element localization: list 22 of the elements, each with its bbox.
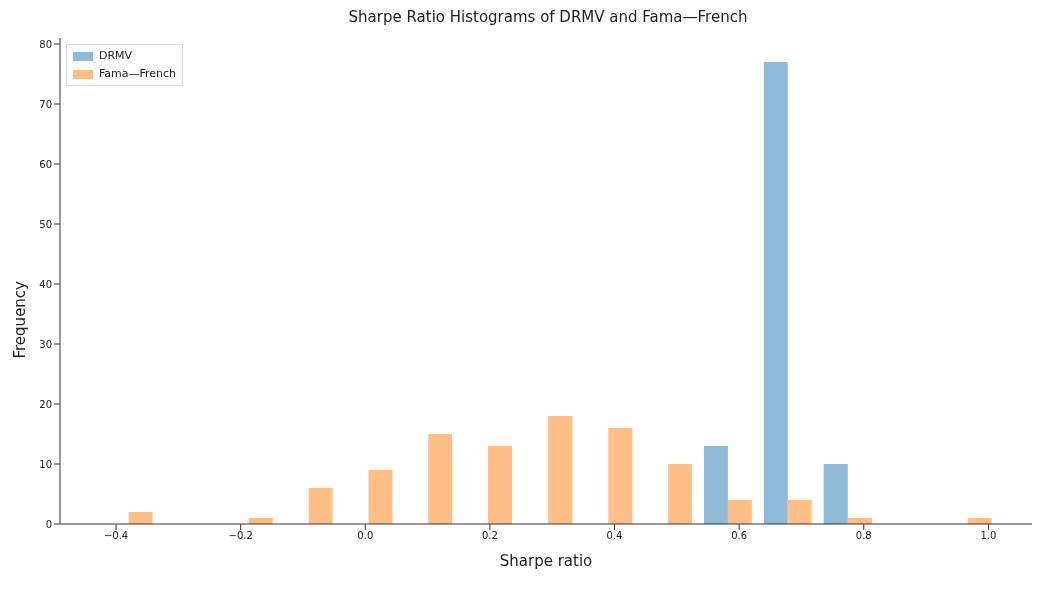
x-tick-label: 0.2	[481, 530, 498, 542]
y-axis-title: Frequency	[11, 280, 30, 359]
y-tick-label: 50	[39, 218, 52, 230]
x-tick-label: −0.2	[228, 530, 253, 542]
y-tick-label: 10	[39, 458, 52, 470]
x-tick-label: −0.4	[103, 530, 129, 542]
y-tick-label: 20	[39, 398, 52, 410]
x-tick-label: 0.8	[855, 530, 872, 542]
y-tick-label: 0	[45, 518, 52, 530]
x-tick-label: 0.4	[606, 530, 623, 542]
y-tick-label: 80	[39, 38, 52, 50]
x-tick-label: 1.0	[980, 530, 997, 542]
x-tick-label: 0.0	[357, 530, 374, 542]
chart-title: Sharpe Ratio Histograms of DRMV and Fama—French	[347, 8, 749, 28]
y-tick-label: 40	[39, 278, 52, 290]
y-tick-label: 30	[39, 338, 52, 350]
legend-label: Fama—French	[99, 66, 177, 82]
x-axis-title: Sharpe ratio	[499, 552, 593, 570]
y-tick-label: 70	[39, 98, 52, 110]
legend-label: DRMV	[99, 48, 133, 64]
y-tick-label: 60	[39, 158, 52, 170]
x-tick-label: 0.6	[731, 530, 748, 542]
